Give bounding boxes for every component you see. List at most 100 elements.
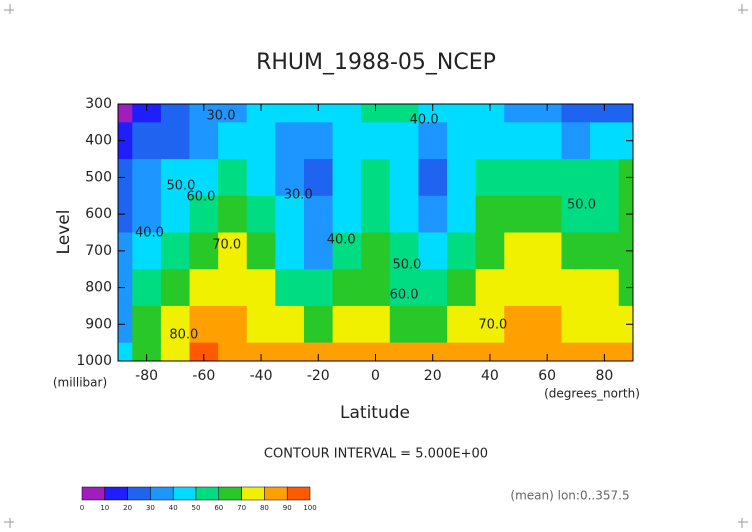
cell: [189, 195, 219, 233]
cell: [275, 159, 305, 197]
cell: [418, 305, 448, 344]
colorbar-swatch: [195, 486, 220, 501]
cell: [475, 342, 505, 362]
cell: [361, 195, 391, 233]
colorbar-label: 80: [260, 504, 269, 512]
colorbar-label: 40: [169, 504, 178, 512]
cell: [418, 342, 448, 362]
cell: [389, 195, 419, 233]
cell: [303, 195, 334, 233]
cell: [189, 232, 219, 270]
cell: [118, 342, 133, 362]
cell: [303, 122, 334, 160]
cell: [132, 122, 162, 160]
cell: [303, 269, 334, 307]
cell: [118, 269, 133, 307]
contour-label: 50.0: [166, 178, 195, 193]
cell: [475, 104, 505, 123]
cell: [246, 305, 276, 344]
x-tick-label: 40: [481, 368, 499, 384]
cell: [160, 195, 191, 233]
cell: [561, 159, 591, 197]
colorbar-swatch: [218, 486, 242, 501]
cell: [618, 342, 634, 362]
cell: [447, 159, 477, 197]
cell: [218, 122, 248, 160]
cell: [218, 269, 248, 307]
cell: [361, 305, 391, 344]
cell: [118, 305, 133, 344]
cell: [590, 104, 620, 123]
cell: [132, 195, 162, 233]
cell: [160, 232, 191, 270]
cell: [532, 232, 562, 270]
contour-label: 30.0: [207, 109, 236, 124]
contour-label: 40.0: [327, 232, 356, 247]
colorbar-swatch: [81, 486, 106, 501]
x-tick-label: -60: [192, 368, 215, 384]
cell: [532, 195, 562, 233]
cell: [332, 305, 362, 344]
cell: [160, 122, 191, 160]
cell: [160, 342, 191, 362]
y-tick-label: 300: [85, 96, 112, 112]
y-unit: (millibar): [53, 376, 107, 390]
cell: [332, 104, 362, 123]
cell: [332, 269, 362, 307]
y-tick-label: 500: [85, 169, 112, 185]
cell: [246, 159, 276, 197]
cell: [504, 104, 534, 123]
cell: [447, 305, 477, 344]
y-tick-label: 1000: [76, 353, 112, 369]
cell: [275, 269, 305, 307]
cell: [475, 159, 505, 197]
cell: [447, 269, 477, 307]
cell: [504, 342, 534, 362]
cell: [361, 232, 391, 270]
cell: [132, 342, 162, 362]
cell: [189, 122, 219, 160]
colorbar-swatch: [127, 486, 151, 501]
x-tick-label: -20: [307, 368, 330, 384]
cell: [218, 232, 248, 270]
colorbar-label: 100: [303, 504, 316, 512]
cell: [590, 195, 620, 233]
colorbar-label: 70: [237, 504, 246, 512]
cell: [590, 232, 620, 270]
colorbar-label: 50: [192, 504, 201, 512]
cell: [561, 232, 591, 270]
cell: [418, 232, 448, 270]
contour-label: 60.0: [390, 287, 419, 302]
contour-label: 40.0: [410, 113, 439, 128]
cell: [561, 342, 591, 362]
colorbar-swatch: [264, 486, 288, 501]
cell: [160, 104, 191, 123]
cell: [389, 104, 419, 123]
cell: [160, 159, 191, 197]
cell: [246, 104, 276, 123]
contour-label: 30.0: [284, 188, 313, 203]
cell: [275, 195, 305, 233]
cell: [561, 104, 591, 123]
contour-label: 50.0: [567, 197, 596, 212]
crop-mark: [738, 518, 748, 528]
colorbar-label: 90: [283, 504, 292, 512]
contour-label: 70.0: [478, 318, 507, 333]
cell: [303, 305, 334, 344]
cell: [332, 159, 362, 197]
cell: [447, 342, 477, 362]
y-tick-label: 400: [85, 133, 112, 149]
cell: [618, 104, 634, 123]
cell: [332, 122, 362, 160]
cell: [189, 269, 219, 307]
colorbar-label: 10: [100, 504, 109, 512]
cell: [418, 159, 448, 197]
cell: [218, 159, 248, 197]
cell: [447, 104, 477, 123]
x-tick-label: -80: [135, 368, 158, 384]
cell: [532, 269, 562, 307]
colorbar-swatch: [172, 486, 197, 501]
cell: [561, 195, 591, 233]
cell: [118, 232, 133, 270]
